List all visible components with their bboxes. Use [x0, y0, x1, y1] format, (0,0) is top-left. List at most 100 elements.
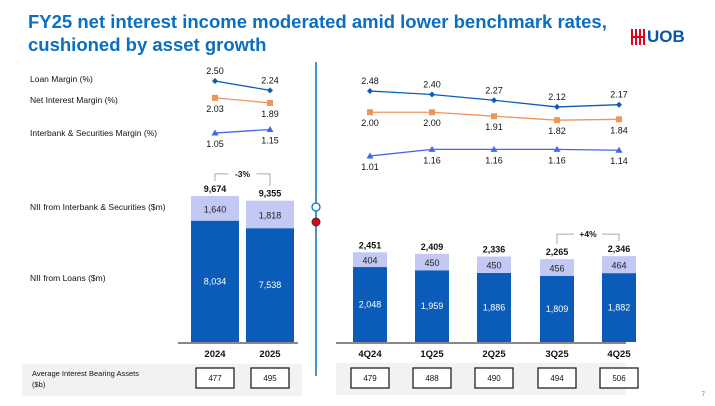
marker-nim-2Q25	[491, 113, 497, 120]
label-interbank-2024: 1,640	[204, 204, 227, 214]
label-loans-4Q25: 1,882	[608, 303, 631, 313]
label-ibsm-4Q25: 1.14	[610, 156, 628, 166]
bar-loans-2Q25	[477, 272, 511, 342]
label-total-4Q25: 2,346	[608, 244, 631, 254]
label-total-3Q25: 2,265	[546, 247, 569, 257]
aiba-box-2Q25	[474, 367, 514, 389]
label-interbank-2025: 1,818	[259, 210, 282, 220]
aiba-value-2025: 495	[263, 374, 277, 383]
red-circle-icon	[311, 217, 321, 227]
line-nim-annual	[214, 97, 271, 104]
change-label-bg	[228, 167, 257, 179]
hollow-circle-icon	[311, 202, 321, 212]
marker-ibsm-1Q25	[428, 145, 436, 152]
label-total-2Q25: 2,336	[483, 245, 506, 255]
label-loan-margin-4Q24: 2.48	[361, 76, 379, 86]
marker-ibsm-2024	[211, 129, 219, 136]
bar-interbank-4Q25	[602, 256, 636, 274]
label-loan-margin-3Q25: 2.12	[548, 92, 566, 102]
label-nim-2Q25: 1.91	[485, 122, 503, 132]
category-2Q25: 2Q25	[482, 349, 506, 360]
category-3Q25: 3Q25	[545, 349, 569, 360]
label-ibsm-2025: 1.15	[261, 135, 279, 145]
aiba-value-4Q25: 506	[612, 374, 626, 383]
label-total-2024: 9,674	[204, 184, 227, 194]
category-2024: 2024	[204, 349, 226, 360]
line-loan-margin-annual	[214, 80, 271, 91]
category-2025: 2025	[259, 349, 281, 360]
label-loans-3Q25: 1,809	[546, 304, 569, 314]
category-4Q24: 4Q24	[358, 349, 382, 360]
label-loans-1Q25: 1,959	[421, 301, 444, 311]
label-loan-margin-1Q25: 2.40	[423, 80, 441, 90]
bar-loans-2024	[191, 220, 239, 342]
change-label: +4%	[579, 229, 597, 239]
title-line-2: cushioned by asset growth	[28, 34, 267, 55]
aiba-value-4Q24: 479	[363, 374, 377, 383]
bar-interbank-2025	[246, 200, 294, 229]
marker-loan-margin-3Q25	[554, 103, 560, 110]
label-total-1Q25: 2,409	[421, 242, 444, 252]
aiba-box-2025	[250, 367, 290, 389]
label-loans-2Q25: 1,886	[483, 302, 506, 312]
label-interbank-4Q25: 464	[611, 261, 626, 271]
line-ibsm-annual	[214, 128, 271, 134]
aiba-value-2Q25: 490	[487, 374, 501, 383]
label-ibsm-2Q25: 1.16	[485, 155, 503, 165]
label-nim-2025: 1.89	[261, 109, 279, 119]
marker-ibsm-4Q25	[615, 146, 623, 153]
legend-loan-margin: Loan Margin (%)	[30, 74, 93, 84]
label-ibsm-1Q25: 1.16	[423, 155, 441, 165]
marker-ibsm-2025	[266, 125, 274, 132]
label-interbank-1Q25: 450	[424, 258, 439, 268]
label-interbank-2Q25: 450	[486, 261, 501, 271]
marker-loan-margin-4Q25	[616, 101, 622, 108]
change-label-bg	[574, 228, 602, 240]
label-ibsm-2024: 1.05	[206, 139, 224, 149]
marker-nim-3Q25	[554, 117, 560, 124]
marker-loan-margin-4Q24	[367, 88, 373, 94]
legend-ibsm: Interbank & Securities Margin (%)	[30, 128, 158, 138]
aiba-box-4Q24	[350, 367, 390, 389]
legend-nim: Net Interest Margin (%)	[30, 95, 118, 105]
aiba-box-3Q25	[537, 367, 577, 389]
label-loans-2024: 8,034	[204, 276, 227, 286]
bar-loans-3Q25	[540, 275, 574, 342]
label-nim-3Q25: 1.82	[548, 126, 566, 136]
bar-interbank-1Q25	[415, 253, 449, 271]
label-total-2025: 9,355	[259, 189, 282, 199]
legend-aiba: Average Interest Bearing Assets ($b)	[32, 369, 140, 389]
label-loan-margin-2Q25: 2.27	[485, 85, 503, 95]
marker-nim-1Q25	[429, 109, 435, 116]
marker-loan-margin-1Q25	[429, 91, 435, 98]
label-interbank-4Q24: 404	[362, 256, 377, 266]
label-ibsm-3Q25: 1.16	[548, 155, 566, 165]
legend-nii-loans: NII from Loans ($m)	[30, 273, 106, 283]
label-loan-margin-4Q25: 2.17	[610, 90, 628, 100]
uob-logo-icon	[631, 29, 645, 45]
bar-interbank-3Q25	[540, 259, 574, 276]
aiba-value-3Q25: 494	[550, 374, 564, 383]
bar-interbank-2024	[191, 195, 239, 221]
marker-nim-4Q25	[616, 116, 622, 123]
label-loan-margin-2025: 2.24	[261, 75, 279, 85]
category-4Q25: 4Q25	[607, 349, 631, 360]
label-nim-4Q24: 2.00	[361, 118, 379, 128]
aiba-value-1Q25: 488	[425, 374, 439, 383]
label-nim-2024: 2.03	[206, 104, 224, 114]
bar-interbank-4Q24	[353, 252, 387, 268]
bar-loans-4Q24	[353, 267, 387, 342]
marker-ibsm-2Q25	[490, 145, 498, 152]
bar-loans-2025	[246, 228, 294, 342]
label-loans-4Q24: 2,048	[359, 300, 382, 310]
category-1Q25: 1Q25	[420, 349, 444, 360]
label-loan-margin-2024: 2.50	[206, 66, 224, 76]
marker-nim-4Q24	[367, 109, 373, 116]
label-nim-1Q25: 2.00	[423, 118, 441, 128]
aiba-box-4Q25	[599, 367, 639, 389]
marker-loan-margin-2024	[212, 78, 218, 84]
label-interbank-3Q25: 456	[549, 263, 564, 273]
label-loans-2025: 7,538	[259, 280, 282, 290]
marker-ibsm-4Q24	[366, 152, 374, 159]
bar-loans-4Q25	[602, 273, 636, 342]
